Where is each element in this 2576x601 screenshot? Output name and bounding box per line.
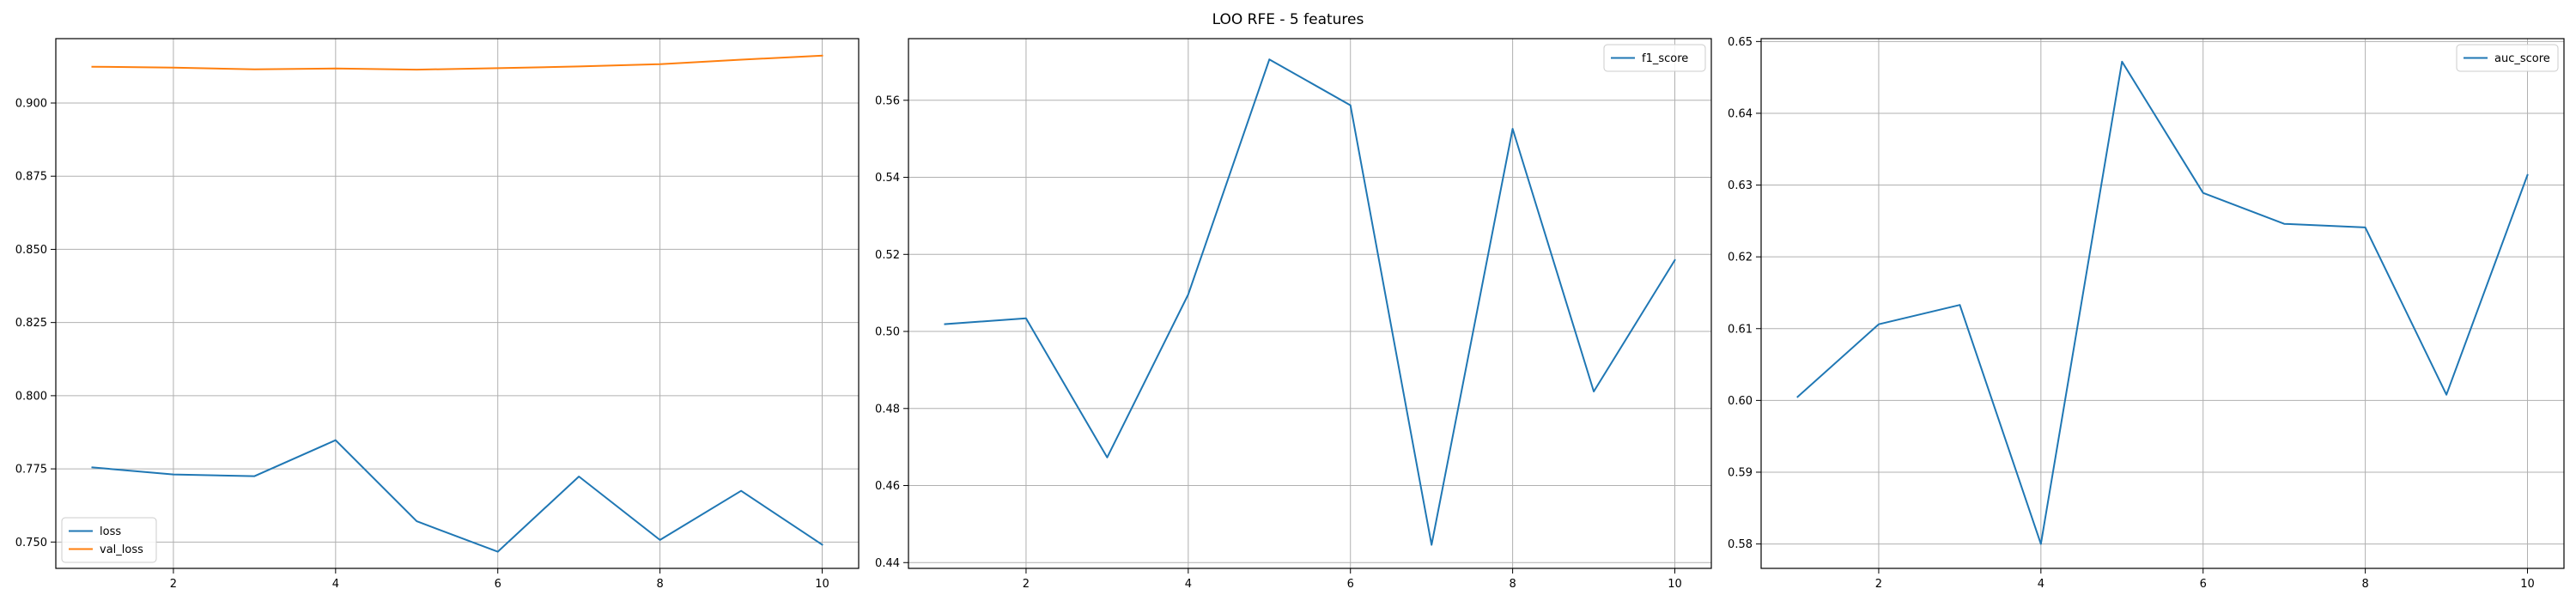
x-tick-label: 2 — [170, 578, 177, 591]
y-tick-label: 0.59 — [1728, 466, 1753, 479]
y-tick-label: 0.50 — [875, 326, 900, 339]
y-tick-label: 0.900 — [15, 97, 47, 110]
y-tick-label: 0.52 — [875, 249, 900, 262]
x-tick-label: 10 — [1668, 578, 1682, 591]
y-tick-label: 0.65 — [1728, 36, 1753, 49]
y-tick-label: 0.58 — [1728, 538, 1753, 551]
series-line-f1_score — [944, 58, 1676, 546]
figure-title: LOO RFE - 5 features — [1212, 11, 1364, 28]
x-tick-label: 4 — [332, 578, 339, 591]
legend: auc_score — [2456, 44, 2559, 72]
subplot-grid: 2 4 6 8 10 0.750 0.775 0.800 0.825 0.850 0.875 0.90… — [15, 36, 2565, 591]
subplot-3: 2 4 6 8 10 0.58 0.59 0.60 0.61 0.62 0.63 0.64 0.65 au… — [1728, 36, 2565, 591]
y-tick-label: 0.62 — [1728, 252, 1753, 264]
legend: f1_score — [1603, 44, 1706, 72]
y-tick-label: 0.48 — [875, 403, 900, 416]
legend: loss val_loss — [61, 517, 157, 563]
y-tick-label: 0.44 — [875, 557, 900, 570]
y-tick-label: 0.61 — [1728, 323, 1753, 336]
y-tick-label: 0.850 — [15, 244, 47, 257]
y-tick-label: 0.875 — [15, 171, 47, 184]
legend-label: loss — [100, 525, 121, 538]
subplot-2: 2 4 6 8 10 0.44 0.46 0.48 0.50 0.52 0.54 0.56 f1_sco… — [875, 38, 1712, 591]
y-tick-label: 0.60 — [1728, 395, 1753, 408]
x-tick-label: 6 — [1347, 578, 1354, 591]
legend-label: val_loss — [100, 543, 143, 556]
y-tick-label: 0.825 — [15, 317, 47, 330]
x-tick-label: 8 — [2361, 578, 2368, 591]
x-tick-label: 2 — [1023, 578, 1030, 591]
y-tick-label: 0.750 — [15, 537, 47, 549]
series-line-val_loss — [91, 54, 823, 71]
legend-box — [2456, 44, 2559, 72]
x-tick-label: 4 — [1185, 578, 1192, 591]
subplot-1: 2 4 6 8 10 0.750 0.775 0.800 0.825 0.850 0.875 0.90… — [15, 38, 860, 591]
y-tick-label: 0.64 — [1728, 107, 1753, 120]
x-tick-label: 4 — [2038, 578, 2044, 591]
y-tick-label: 0.46 — [875, 480, 900, 493]
x-tick-label: 6 — [2200, 578, 2207, 591]
y-tick-label: 0.775 — [15, 464, 47, 477]
series-line-auc_score — [1796, 60, 2529, 545]
axes-frame — [1760, 38, 2565, 569]
y-tick-label: 0.63 — [1728, 179, 1753, 192]
y-tick-label: 0.56 — [875, 94, 900, 107]
legend-label: auc_score — [2494, 52, 2550, 65]
x-tick-label: 10 — [2520, 578, 2535, 591]
series-line-loss — [91, 439, 823, 553]
x-tick-label: 8 — [1509, 578, 1516, 591]
legend-label: f1_score — [1642, 52, 1688, 65]
axes-frame — [908, 38, 1712, 569]
x-tick-label: 10 — [815, 578, 829, 591]
y-tick-label: 0.800 — [15, 390, 47, 403]
x-tick-label: 2 — [1875, 578, 1882, 591]
x-tick-label: 6 — [495, 578, 501, 591]
x-tick-label: 8 — [656, 578, 663, 591]
legend-box — [61, 517, 157, 563]
axes-frame — [55, 38, 860, 569]
legend-box — [1603, 44, 1706, 72]
y-tick-label: 0.54 — [875, 172, 900, 185]
